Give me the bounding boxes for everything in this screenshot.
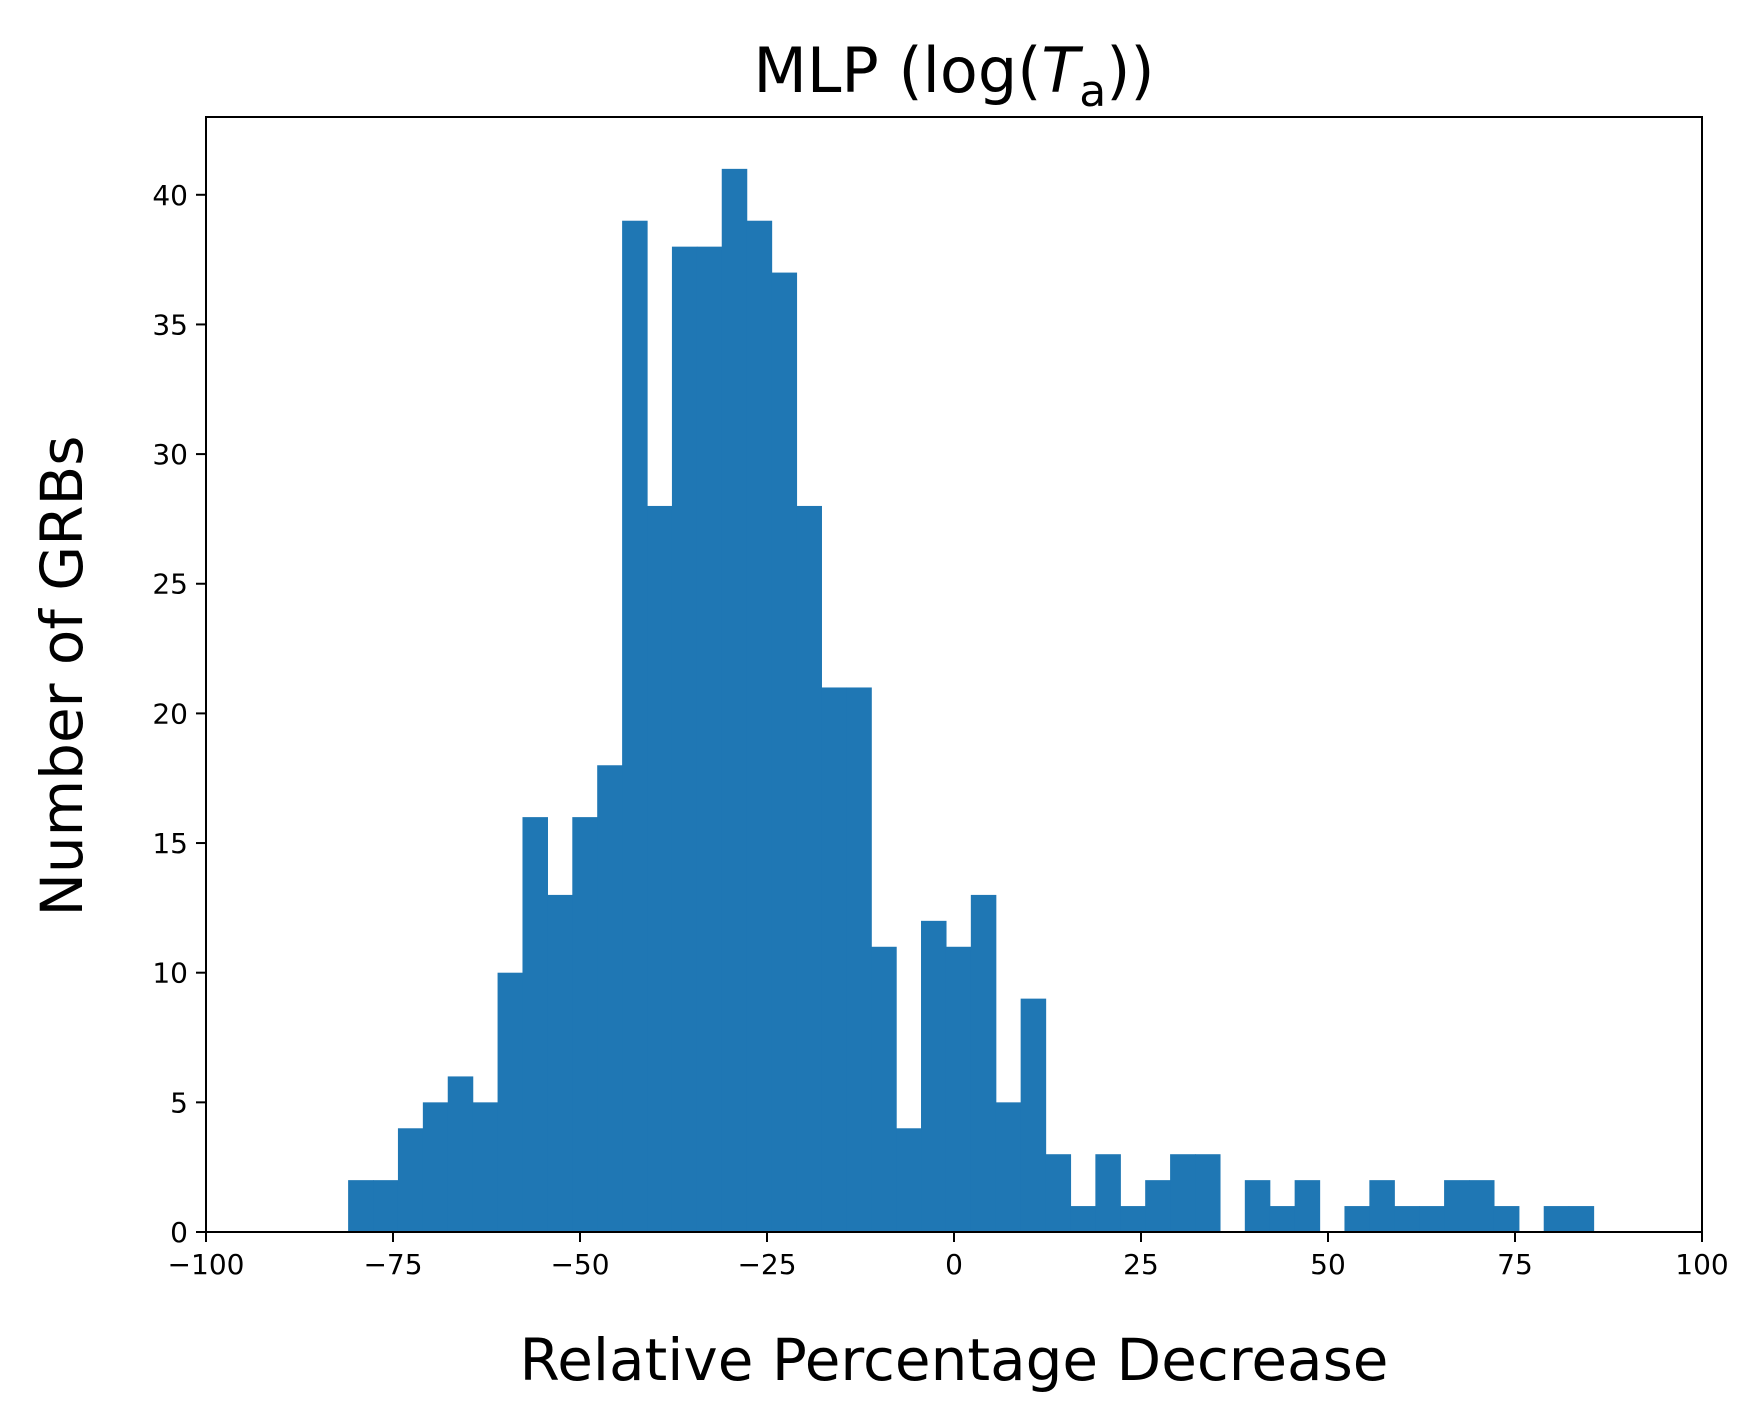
histogram-bar	[1269, 1206, 1296, 1232]
y-tick-label: 35	[152, 308, 188, 341]
y-tick-label: 30	[152, 438, 188, 471]
histogram-bar	[1419, 1206, 1445, 1232]
histogram-bar	[896, 1128, 922, 1232]
histogram-bar	[1020, 998, 1047, 1232]
histogram-bar	[1145, 1180, 1171, 1232]
x-tick-label: −25	[737, 1248, 796, 1281]
histogram-bar	[1195, 1154, 1221, 1232]
histogram-bar	[1294, 1180, 1321, 1232]
histogram-bar	[497, 972, 524, 1232]
histogram-bar	[796, 505, 822, 1232]
histogram-bar	[1469, 1180, 1495, 1232]
chart-title-symbol: T	[1041, 34, 1083, 107]
histogram-bar	[597, 765, 623, 1232]
histogram-bar	[1344, 1206, 1370, 1232]
chart-title: MLP (log(Ta))	[753, 34, 1154, 117]
histogram-bar	[1543, 1206, 1570, 1232]
histogram-bar	[647, 505, 673, 1232]
y-axis-title: Number of GRBs	[28, 435, 96, 916]
histogram-bar	[1394, 1206, 1420, 1232]
histogram-bar	[995, 1102, 1022, 1232]
x-tick-label: 75	[1497, 1248, 1533, 1281]
x-axis-title: Relative Percentage Decrease	[520, 1326, 1389, 1394]
histogram-bar	[671, 246, 698, 1232]
histogram-bar	[472, 1102, 499, 1232]
x-axis-ticks: −100 −75 −50 −25 0 25 50 75 100	[168, 1232, 1729, 1281]
plot-frame	[205, 116, 1703, 1233]
histogram-bar	[1568, 1206, 1595, 1232]
histogram-bar	[1244, 1180, 1271, 1232]
histogram-bar	[1070, 1206, 1096, 1232]
histogram-bar	[547, 894, 573, 1232]
histogram-bar	[1170, 1154, 1196, 1232]
y-tick-label: 15	[152, 827, 188, 860]
histogram-bar	[447, 1076, 474, 1232]
histogram-bar	[1120, 1206, 1146, 1232]
x-tick-label: 100	[1675, 1248, 1728, 1281]
histogram-bar	[348, 1180, 374, 1232]
y-axis-ticks: 0 5 10 15 20 25 30 35 40	[152, 179, 206, 1249]
histogram-bar	[696, 246, 723, 1232]
x-tick-label: 50	[1310, 1248, 1346, 1281]
histogram-bar	[846, 687, 872, 1232]
histogram-bar	[721, 168, 748, 1233]
histogram-bar	[622, 220, 648, 1233]
chart-title-subscript: a	[1079, 66, 1106, 117]
histogram-bar	[970, 894, 997, 1232]
histogram-bar	[771, 272, 798, 1233]
x-tick-label: −50	[550, 1248, 609, 1281]
histogram-bar	[1493, 1206, 1520, 1232]
histogram-bar	[871, 946, 897, 1232]
histogram-bar	[1369, 1180, 1395, 1232]
chart-title-prefix: MLP (log(	[753, 34, 1041, 107]
histogram-bar	[397, 1128, 424, 1232]
chart-title-suffix: ))	[1106, 34, 1154, 107]
histogram-bar	[921, 920, 947, 1232]
histogram-bar	[422, 1102, 449, 1232]
histogram-bar	[1045, 1154, 1072, 1232]
y-tick-label: 40	[152, 179, 188, 212]
x-tick-label: 25	[1123, 1248, 1159, 1281]
histogram-bar	[1444, 1180, 1470, 1232]
histogram-bar	[373, 1180, 399, 1232]
histogram-bar	[746, 220, 773, 1233]
histogram-bar	[522, 817, 548, 1232]
histogram-bar	[1095, 1154, 1121, 1232]
histogram-bar	[945, 946, 972, 1232]
y-tick-label: 5	[170, 1086, 188, 1119]
y-tick-label: 20	[152, 697, 188, 730]
x-tick-label: −100	[168, 1248, 245, 1281]
histogram-bar	[821, 687, 847, 1232]
histogram-bars	[348, 168, 1595, 1233]
y-tick-label: 0	[170, 1216, 188, 1249]
x-tick-label: 0	[945, 1248, 963, 1281]
histogram-bar	[572, 817, 598, 1232]
x-tick-label: −75	[363, 1248, 422, 1281]
y-tick-label: 10	[152, 957, 188, 990]
y-tick-label: 25	[152, 568, 188, 601]
